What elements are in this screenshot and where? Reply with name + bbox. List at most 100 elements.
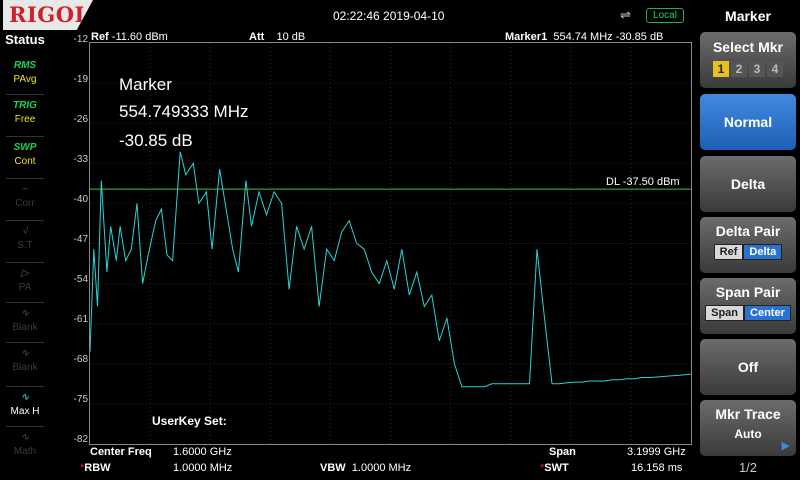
status-separator <box>6 302 44 303</box>
local-badge[interactable]: Local <box>646 8 684 23</box>
y-tick-label: -75 <box>73 394 88 405</box>
status-item-4: √ S.T <box>3 224 47 258</box>
status-icon: RMS <box>13 60 37 71</box>
status-icon: ∿ <box>20 308 30 319</box>
status-separator <box>6 342 44 343</box>
status-label: Math <box>13 446 37 457</box>
normal-label: Normal <box>723 114 773 130</box>
status-icon: SWP <box>13 142 37 153</box>
status-item-7: ∿ Blank <box>3 346 47 380</box>
status-separator <box>6 220 44 221</box>
status-icon: ∿ <box>20 348 30 359</box>
y-tick-label: -19 <box>73 74 88 85</box>
mkr-trace-button[interactable]: Mkr Trace Auto ▶ <box>700 400 796 456</box>
span-value: 3.1999 GHz <box>627 446 686 458</box>
y-tick-label: -82 <box>73 434 88 445</box>
menu-page[interactable]: 1/2 <box>738 460 758 475</box>
cf-value: 1.6000 GHz <box>173 446 232 458</box>
delta-pair-label: Delta Pair <box>715 223 781 239</box>
datetime: 02:22:46 2019-04-10 <box>333 9 445 23</box>
rigol-logo: RIGOL <box>3 0 93 30</box>
trace-1 <box>89 151 692 388</box>
vbw-value: 1.0000 MHz <box>351 462 412 474</box>
status-item-5: ▷ PA <box>3 266 47 300</box>
status-title: Status <box>5 32 45 47</box>
delta-pair-ref[interactable]: Ref <box>713 244 744 260</box>
status-separator <box>6 426 44 427</box>
rbw-value: 1.0000 MHz <box>173 462 233 474</box>
ref-level: Ref -11.60 dBm <box>91 31 168 43</box>
marker-readout-amp: -30.85 dB <box>119 131 193 150</box>
y-axis: -12 -19 -26 -33 -40 -47 -54 -61 -68 -75 -82 <box>50 30 90 450</box>
status-panel: Status <box>0 30 50 480</box>
status-item-3: ~ Corr <box>3 182 47 216</box>
y-tick-label: -61 <box>73 314 88 325</box>
delta-pair-delta[interactable]: Delta <box>743 244 783 260</box>
marker-header-label: Marker1 <box>505 31 548 43</box>
status-item-8: ∿ Max H <box>3 390 47 424</box>
status-item-2: SWP Cont <box>3 140 47 174</box>
marker-readout-title: Marker <box>119 75 172 94</box>
menu-title: Marker <box>725 8 771 24</box>
center-freq: Center Freq <box>90 446 152 458</box>
mkr-1[interactable]: 1 <box>713 61 729 77</box>
delta-button[interactable]: Delta <box>700 156 796 212</box>
off-button[interactable]: Off <box>700 339 796 395</box>
mkr-trace-label: Mkr Trace <box>715 406 781 422</box>
status-item-6: ∿ Blank <box>3 306 47 340</box>
att-value: 10 dB <box>276 31 306 43</box>
delta-label: Delta <box>730 176 766 192</box>
spectrum-plot[interactable] <box>89 42 692 445</box>
marker-header-value: 554.74 MHz -30.85 dB <box>553 31 664 43</box>
status-label: S.T <box>17 240 33 251</box>
span-pair-center[interactable]: Center <box>744 305 791 321</box>
status-separator <box>6 386 44 387</box>
vbw-label: VBW <box>320 462 346 474</box>
status-label: Max H <box>10 406 40 417</box>
status-item-9: ∿ Math <box>3 430 47 464</box>
select-mkr-label: Select Mkr <box>712 39 784 55</box>
rbw: *RBW <box>80 462 111 474</box>
status-icon: TRIG <box>13 100 37 111</box>
marker-header: Marker1 554.74 MHz -30.85 dB <box>505 31 663 43</box>
display-line-label: DL -37.50 dBm <box>606 176 680 188</box>
ref-value: -11.60 dBm <box>111 31 168 43</box>
span-label: Span <box>549 446 576 458</box>
status-item-0: RMS PAvg <box>3 58 47 92</box>
status-icon: ∿ <box>20 392 30 403</box>
status-separator <box>6 136 44 137</box>
ref-label: Ref <box>91 31 109 43</box>
mkr-4[interactable]: 4 <box>767 61 783 77</box>
status-label: Corr <box>15 198 35 209</box>
play-arrow-icon: ▶ <box>781 440 790 452</box>
cf-label: Center Freq <box>90 446 152 458</box>
status-icon: √ <box>22 226 28 237</box>
off-label: Off <box>737 359 759 375</box>
status-label: Blank <box>12 322 38 333</box>
y-tick-label: -26 <box>73 114 88 125</box>
span-pair-button[interactable]: Span Pair Span Center <box>700 278 796 334</box>
status-label: Blank <box>12 362 38 373</box>
vbw: VBW 1.0000 MHz <box>320 462 411 474</box>
attenuation: Att 10 dB <box>249 31 305 43</box>
span-pair-span[interactable]: Span <box>705 305 745 321</box>
y-tick-label: -47 <box>73 234 88 245</box>
swt: *SWT <box>540 462 569 474</box>
mkr-2[interactable]: 2 <box>731 61 747 77</box>
graticule <box>90 43 691 444</box>
normal-button[interactable]: Normal <box>700 94 796 150</box>
span: Span <box>549 446 576 458</box>
y-tick-label: -12 <box>73 34 88 45</box>
att-label: Att <box>249 31 265 43</box>
delta-pair-button[interactable]: Delta Pair Ref Delta <box>700 217 796 273</box>
status-icon: ∿ <box>20 432 30 443</box>
status-separator <box>6 262 44 263</box>
mkr-3[interactable]: 3 <box>749 61 765 77</box>
status-icon: ▷ <box>21 268 29 279</box>
userkey-label: UserKey Set: <box>152 414 227 428</box>
span-pair-label: Span Pair <box>715 284 781 300</box>
y-tick-label: -68 <box>73 354 88 365</box>
status-item-1: TRIG Free <box>3 98 47 132</box>
swt-value: 16.158 ms <box>631 462 683 474</box>
